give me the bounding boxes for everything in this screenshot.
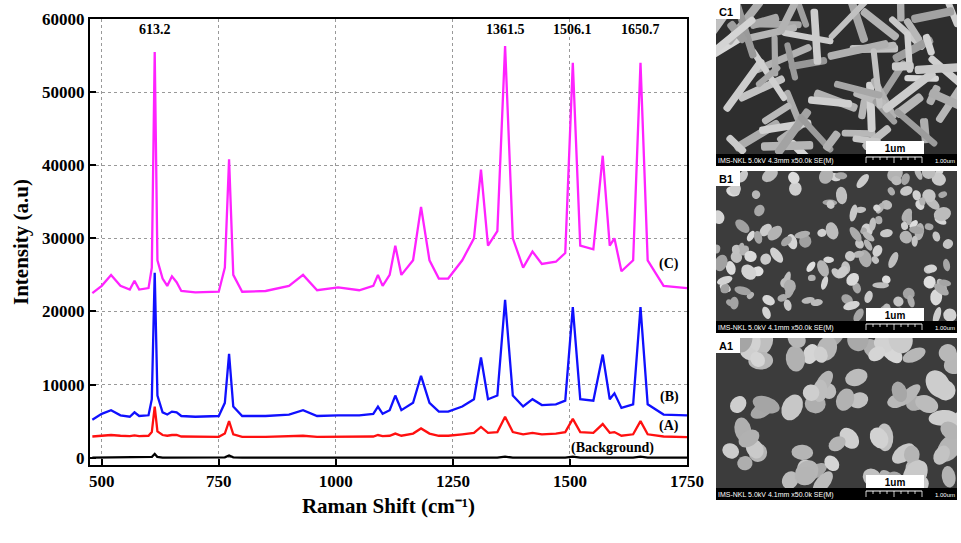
svg-text:A1: A1 bbox=[719, 340, 733, 352]
svg-text:C1: C1 bbox=[719, 6, 733, 18]
svg-text:1361.5: 1361.5 bbox=[486, 22, 525, 37]
svg-text:1500: 1500 bbox=[553, 472, 587, 491]
svg-text:1.00um: 1.00um bbox=[935, 492, 955, 498]
svg-text:Intensity (a.u): Intensity (a.u) bbox=[9, 179, 33, 305]
svg-text:IMS-NKL 5.0kV 4.3mm x50.0k SE(: IMS-NKL 5.0kV 4.3mm x50.0k SE(M) bbox=[718, 157, 834, 165]
svg-text:IMS-NKL 5.0kV 4.1mm x50.0k SE(: IMS-NKL 5.0kV 4.1mm x50.0k SE(M) bbox=[718, 324, 834, 332]
svg-text:1um: 1um bbox=[885, 143, 906, 154]
svg-text:1750: 1750 bbox=[670, 472, 704, 491]
svg-text:1250: 1250 bbox=[436, 472, 470, 491]
svg-text:1650.7: 1650.7 bbox=[621, 22, 660, 37]
svg-text:1um: 1um bbox=[885, 477, 906, 488]
svg-text:0: 0 bbox=[76, 449, 85, 468]
svg-text:10000: 10000 bbox=[42, 376, 85, 395]
svg-text:20000: 20000 bbox=[42, 302, 85, 321]
svg-text:613.2: 613.2 bbox=[139, 22, 171, 37]
svg-text:60000: 60000 bbox=[42, 10, 85, 29]
svg-text:1506.1: 1506.1 bbox=[553, 22, 592, 37]
svg-text:(B): (B) bbox=[660, 389, 679, 405]
svg-text:B1: B1 bbox=[719, 173, 733, 185]
svg-text:1000: 1000 bbox=[319, 472, 353, 491]
svg-text:40000: 40000 bbox=[42, 156, 85, 175]
svg-text:(C): (C) bbox=[659, 256, 679, 272]
svg-text:1.00um: 1.00um bbox=[935, 158, 955, 164]
svg-text:(Background): (Background) bbox=[571, 440, 654, 456]
svg-text:Raman Shift (cm⁻¹): Raman Shift (cm⁻¹) bbox=[302, 494, 475, 518]
svg-text:30000: 30000 bbox=[42, 229, 85, 248]
svg-text:1.00um: 1.00um bbox=[935, 325, 955, 331]
svg-text:1um: 1um bbox=[885, 310, 906, 321]
svg-text:500: 500 bbox=[89, 472, 115, 491]
svg-text:(A): (A) bbox=[659, 418, 679, 434]
svg-text:750: 750 bbox=[206, 472, 232, 491]
svg-text:50000: 50000 bbox=[42, 83, 85, 102]
svg-text:IMS-NKL 5.0kV 4.1mm x50.0k SE(: IMS-NKL 5.0kV 4.1mm x50.0k SE(M) bbox=[718, 491, 834, 499]
